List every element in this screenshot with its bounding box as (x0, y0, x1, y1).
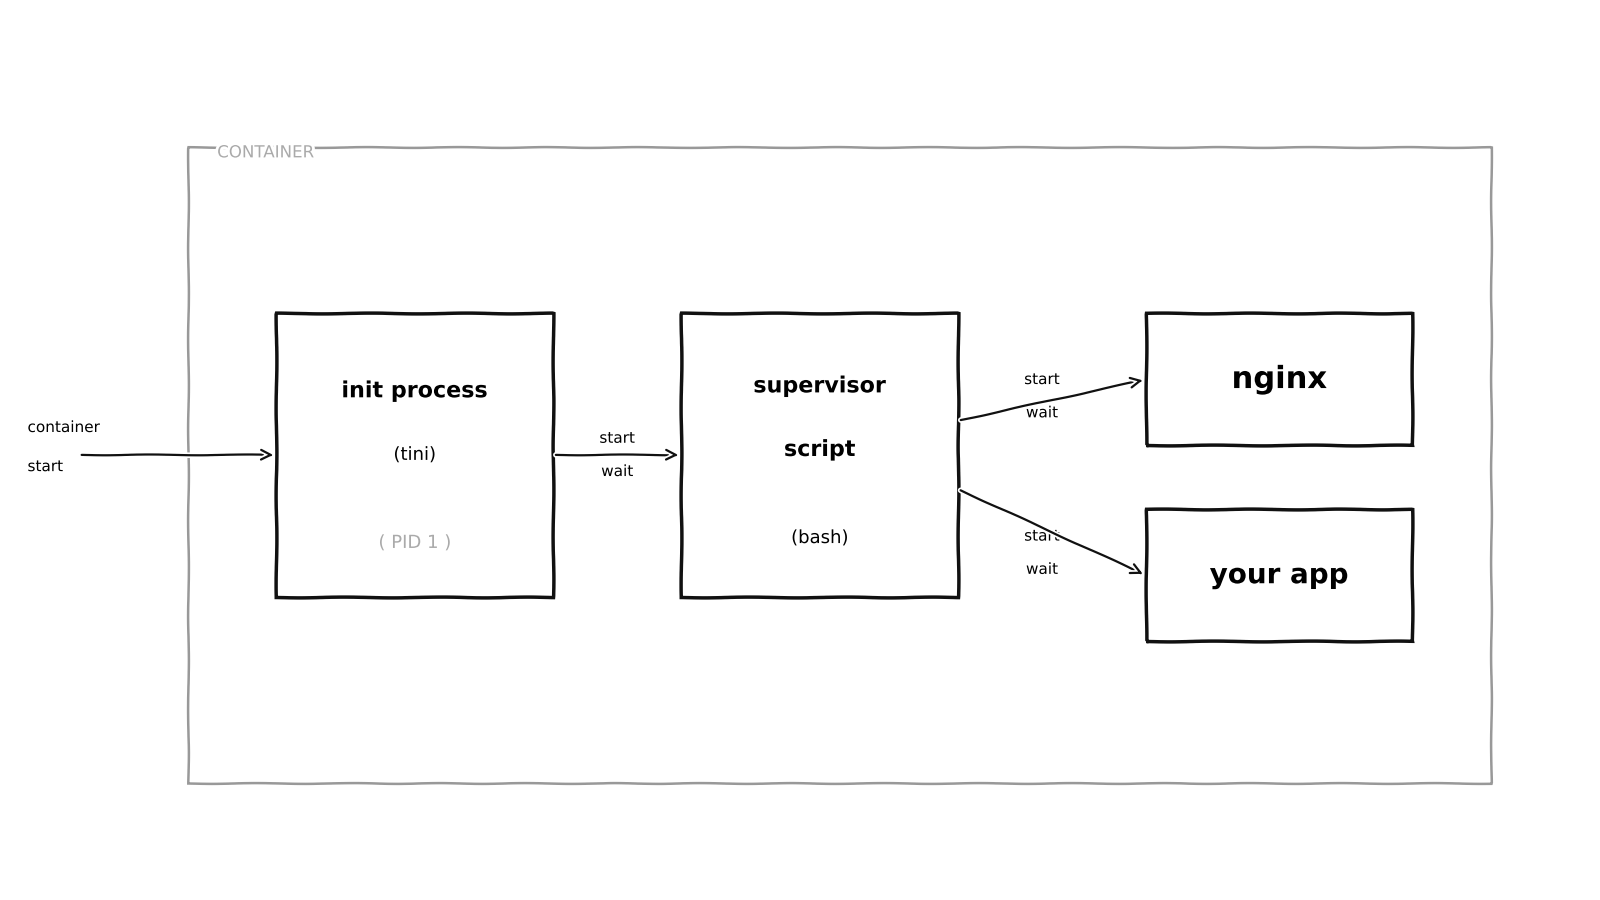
Bar (277, 313, 554, 597)
Text: nginx: nginx (1232, 365, 1326, 394)
Text: container: container (27, 420, 101, 435)
Bar (1146, 508, 1413, 641)
Bar (1146, 313, 1413, 446)
Text: script: script (784, 440, 856, 460)
Text: start: start (1024, 372, 1059, 387)
Text: ( PID 1 ): ( PID 1 ) (379, 534, 451, 552)
Bar (187, 147, 1491, 783)
Text: wait: wait (602, 464, 634, 479)
Text: (bash): (bash) (790, 529, 848, 547)
Text: (tini): (tini) (394, 446, 437, 464)
Text: wait: wait (1026, 562, 1058, 577)
Text: start: start (1024, 528, 1059, 544)
Bar (682, 313, 958, 597)
Text: init process: init process (341, 382, 488, 401)
Text: your app: your app (1210, 562, 1349, 590)
Text: CONTAINER: CONTAINER (218, 143, 314, 161)
Text: supervisor: supervisor (754, 376, 886, 396)
Text: start: start (27, 459, 64, 474)
Text: start: start (600, 431, 635, 446)
Text: wait: wait (1026, 405, 1058, 420)
